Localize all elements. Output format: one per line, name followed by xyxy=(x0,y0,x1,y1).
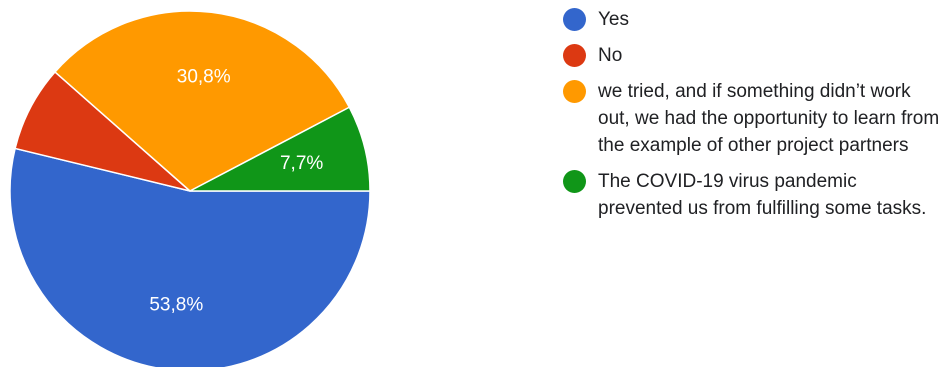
slice-label-2: 30,8% xyxy=(177,66,231,87)
legend-item-0: Yes xyxy=(563,6,944,33)
pie-slice-3 xyxy=(189,106,371,192)
slice-label-0: 53,8% xyxy=(149,295,203,316)
legend-swatch-2 xyxy=(563,80,586,103)
legend-item-2: we tried, and if something didn’t work o… xyxy=(563,78,944,159)
pie-slice-0 xyxy=(9,147,371,367)
pie-plot: 53,8% 30,8% 7,7% xyxy=(9,10,371,367)
legend-swatch-1 xyxy=(563,44,586,67)
legend: Yes No we tried, and if something didn’t w… xyxy=(563,6,944,231)
legend-item-1: No xyxy=(563,42,944,69)
legend-label-2: we tried, and if something didn’t work o… xyxy=(598,81,940,156)
slice-label-3: 7,7% xyxy=(280,153,323,174)
pie-slice-2 xyxy=(53,10,351,192)
legend-label-0: Yes xyxy=(598,9,629,30)
legend-swatch-0 xyxy=(563,8,586,31)
legend-swatch-3 xyxy=(563,170,586,193)
legend-label-1: No xyxy=(598,45,623,66)
legend-item-3: The COVID-19 virus pandemic prevented us… xyxy=(563,168,944,222)
legend-label-3: The COVID-19 virus pandemic prevented us… xyxy=(598,171,927,219)
